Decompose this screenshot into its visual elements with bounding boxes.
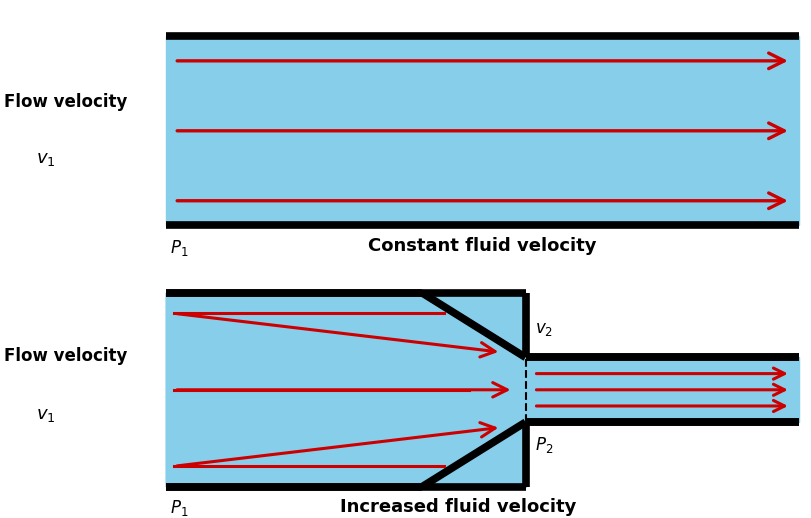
Text: $P_1$: $P_1$ [170, 238, 189, 258]
Text: $P_2$: $P_2$ [535, 435, 554, 455]
Text: $v_1$: $v_1$ [36, 150, 56, 168]
Text: Constant fluid velocity: Constant fluid velocity [368, 237, 597, 255]
Text: Flow velocity: Flow velocity [4, 347, 127, 365]
Polygon shape [166, 293, 799, 487]
Text: Flow velocity: Flow velocity [4, 93, 127, 111]
Text: $v_2$: $v_2$ [535, 320, 553, 338]
Polygon shape [166, 36, 799, 225]
Text: $v_1$: $v_1$ [36, 406, 56, 424]
Text: Increased fluid velocity: Increased fluid velocity [340, 498, 577, 516]
Text: $P_1$: $P_1$ [170, 498, 189, 518]
Polygon shape [166, 293, 799, 487]
